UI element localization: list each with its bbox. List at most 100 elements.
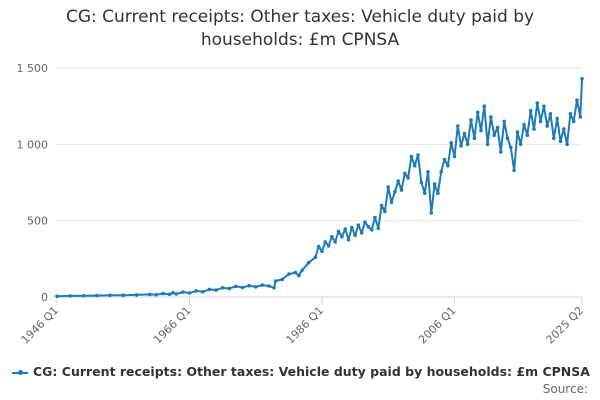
data-point[interactable] bbox=[558, 139, 563, 144]
data-point[interactable] bbox=[247, 283, 251, 288]
data-point[interactable] bbox=[442, 157, 447, 162]
data-point[interactable] bbox=[449, 141, 454, 145]
data-point[interactable] bbox=[571, 119, 576, 124]
data-point[interactable] bbox=[326, 244, 331, 248]
data-point[interactable] bbox=[436, 191, 440, 195]
data-point[interactable] bbox=[515, 130, 520, 134]
data-point[interactable] bbox=[187, 291, 192, 295]
data-point[interactable] bbox=[528, 108, 533, 113]
data-point[interactable] bbox=[81, 294, 86, 298]
data-point[interactable] bbox=[465, 142, 470, 147]
data-point[interactable] bbox=[293, 270, 298, 275]
data-point[interactable] bbox=[489, 115, 493, 119]
data-point[interactable] bbox=[267, 284, 271, 288]
data-point[interactable] bbox=[240, 285, 245, 290]
data-point[interactable] bbox=[359, 231, 364, 235]
data-point[interactable] bbox=[253, 285, 258, 289]
data-point[interactable] bbox=[532, 127, 536, 131]
data-point[interactable] bbox=[369, 228, 374, 232]
data-point[interactable] bbox=[472, 136, 477, 140]
data-point[interactable] bbox=[495, 125, 500, 130]
data-point[interactable] bbox=[389, 200, 394, 205]
data-point[interactable] bbox=[475, 110, 480, 115]
data-point[interactable] bbox=[366, 225, 371, 229]
data-point[interactable] bbox=[108, 293, 112, 298]
data-point[interactable] bbox=[340, 234, 344, 239]
data-point[interactable] bbox=[350, 225, 354, 230]
data-point[interactable] bbox=[412, 163, 417, 168]
data-point[interactable] bbox=[562, 127, 566, 131]
data-point[interactable] bbox=[320, 249, 324, 253]
data-point[interactable] bbox=[363, 220, 367, 224]
data-point[interactable] bbox=[522, 122, 526, 127]
data-point[interactable] bbox=[260, 283, 265, 287]
data-point[interactable] bbox=[552, 136, 556, 140]
data-point[interactable] bbox=[462, 131, 467, 136]
data-point[interactable] bbox=[578, 115, 583, 119]
data-point[interactable] bbox=[568, 112, 573, 116]
data-point[interactable] bbox=[393, 189, 397, 194]
data-point[interactable] bbox=[479, 128, 483, 133]
data-point[interactable] bbox=[330, 234, 334, 239]
data-point[interactable] bbox=[542, 104, 546, 108]
data-point[interactable] bbox=[452, 154, 457, 159]
data-point[interactable] bbox=[456, 124, 460, 128]
data-point[interactable] bbox=[134, 293, 139, 297]
data-point[interactable] bbox=[154, 292, 159, 297]
data-point[interactable] bbox=[565, 142, 569, 147]
data-point[interactable] bbox=[485, 142, 490, 147]
data-point[interactable] bbox=[505, 136, 510, 140]
data-point[interactable] bbox=[525, 133, 530, 137]
data-point[interactable] bbox=[426, 170, 430, 174]
data-point[interactable] bbox=[386, 185, 391, 189]
data-point[interactable] bbox=[174, 292, 178, 296]
data-point[interactable] bbox=[383, 209, 387, 214]
data-point[interactable] bbox=[538, 119, 543, 124]
data-point[interactable] bbox=[297, 273, 301, 278]
data-point[interactable] bbox=[406, 176, 410, 180]
data-point[interactable] bbox=[227, 286, 231, 291]
data-point[interactable] bbox=[323, 240, 328, 244]
data-point[interactable] bbox=[94, 293, 99, 298]
data-point[interactable] bbox=[161, 291, 165, 296]
data-point[interactable] bbox=[333, 240, 338, 244]
data-point[interactable] bbox=[234, 284, 238, 289]
data-point[interactable] bbox=[167, 292, 172, 297]
data-point[interactable] bbox=[343, 227, 348, 231]
data-point[interactable] bbox=[509, 145, 513, 150]
data-point[interactable] bbox=[287, 272, 291, 276]
data-point[interactable] bbox=[499, 150, 503, 154]
data-point[interactable] bbox=[200, 290, 205, 294]
data-point[interactable] bbox=[446, 163, 450, 168]
data-point[interactable] bbox=[373, 215, 377, 220]
data-point[interactable] bbox=[68, 294, 72, 298]
data-point[interactable] bbox=[535, 101, 540, 105]
data-point[interactable] bbox=[580, 76, 584, 81]
data-point[interactable] bbox=[346, 238, 351, 242]
data-point[interactable] bbox=[409, 154, 414, 159]
data-point[interactable] bbox=[416, 153, 420, 157]
data-point[interactable] bbox=[316, 244, 321, 249]
data-point[interactable] bbox=[171, 290, 175, 295]
data-point[interactable] bbox=[300, 268, 304, 273]
data-point[interactable] bbox=[55, 294, 59, 299]
data-point[interactable] bbox=[272, 286, 276, 290]
data-point[interactable] bbox=[482, 104, 487, 108]
data-point[interactable] bbox=[469, 118, 473, 122]
legend[interactable]: CG: Current receipts: Other taxes: Vehic… bbox=[12, 364, 590, 379]
data-point[interactable] bbox=[356, 223, 361, 227]
data-point[interactable] bbox=[194, 289, 198, 293]
data-point[interactable] bbox=[518, 142, 523, 147]
data-point[interactable] bbox=[403, 171, 407, 176]
data-point[interactable] bbox=[429, 211, 434, 215]
data-point[interactable] bbox=[399, 188, 404, 192]
data-point[interactable] bbox=[376, 226, 381, 231]
data-point[interactable] bbox=[336, 229, 341, 234]
data-point[interactable] bbox=[214, 288, 218, 292]
data-point[interactable] bbox=[121, 293, 125, 298]
data-point[interactable] bbox=[207, 287, 212, 292]
data-point[interactable] bbox=[379, 203, 384, 208]
data-point[interactable] bbox=[353, 233, 357, 237]
data-point[interactable] bbox=[280, 277, 285, 282]
data-point[interactable] bbox=[492, 133, 497, 137]
